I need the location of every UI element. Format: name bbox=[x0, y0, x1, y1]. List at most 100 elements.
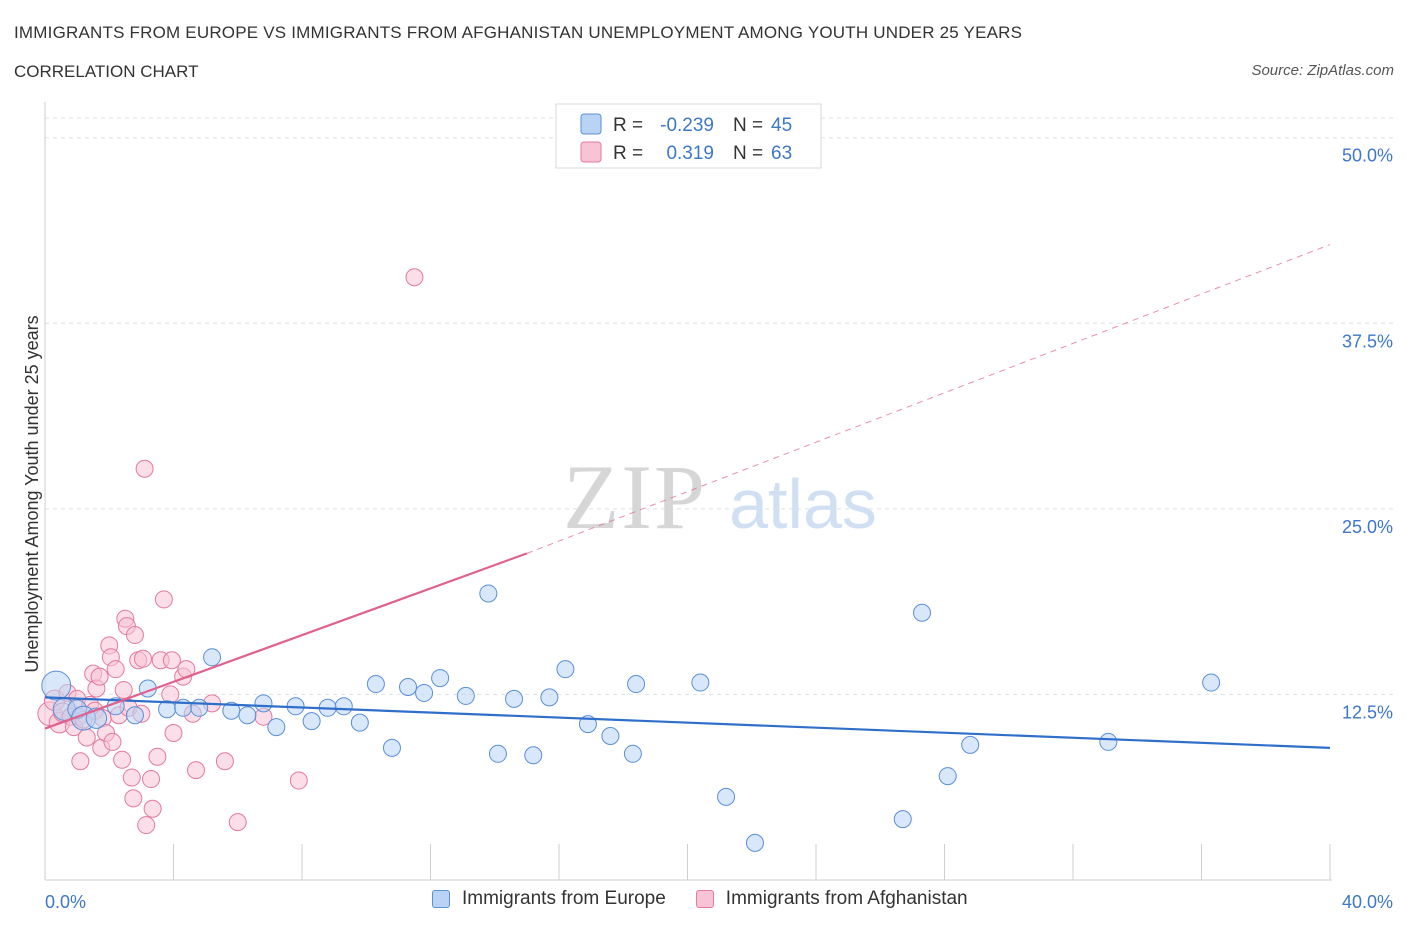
afghanistan-point[interactable] bbox=[133, 649, 152, 668]
legend-item-afghanistan[interactable]: Immigrants from Afghanistan bbox=[695, 888, 968, 910]
x-tick-label-1: 40.0% bbox=[1342, 892, 1393, 912]
stats-r-value-afghanistan: 0.319 bbox=[666, 143, 714, 164]
europe-point[interactable] bbox=[488, 744, 507, 763]
stats-swatch-afghanistan bbox=[580, 141, 602, 163]
y-axis-label: Unemployment Among Youth under 25 years bbox=[22, 315, 42, 672]
afghanistan-point[interactable] bbox=[142, 770, 161, 789]
europe-point[interactable] bbox=[691, 673, 710, 692]
afghanistan-trend-line bbox=[44, 552, 528, 730]
x-tick-label-0: 0.0% bbox=[45, 892, 86, 912]
y-tick-label-2: 37.5% bbox=[1342, 331, 1393, 351]
europe-point[interactable] bbox=[382, 738, 401, 757]
legend-item-europe[interactable]: Immigrants from Europe bbox=[432, 888, 666, 910]
afghanistan-point[interactable] bbox=[164, 724, 183, 743]
afghanistan-point[interactable] bbox=[228, 813, 247, 832]
stats-r-label-europe: R = bbox=[613, 115, 643, 136]
legend-swatch-afghanistan bbox=[695, 890, 714, 908]
europe-point[interactable] bbox=[350, 713, 369, 732]
stats-n-value-europe: 45 bbox=[771, 115, 792, 136]
source-credit: Source: ZipAtlas.com bbox=[1251, 62, 1394, 79]
europe-point[interactable] bbox=[399, 678, 418, 696]
europe-point[interactable] bbox=[745, 833, 764, 852]
europe-point[interactable] bbox=[334, 697, 353, 716]
europe-point[interactable] bbox=[302, 712, 321, 731]
legend-swatch-europe bbox=[432, 890, 450, 908]
europe-point[interactable] bbox=[366, 675, 385, 694]
afghanistan-point[interactable] bbox=[154, 590, 173, 609]
europe-point[interactable] bbox=[267, 718, 286, 737]
europe-point[interactable] bbox=[1202, 673, 1221, 692]
x-tick-labels: 0.0% 40.0% bbox=[45, 892, 1393, 912]
legend-label-afghanistan: Immigrants from Afghanistan bbox=[725, 888, 968, 909]
afghanistan-point[interactable] bbox=[405, 268, 424, 287]
afghanistan-point[interactable] bbox=[289, 771, 308, 790]
y-tick-labels: 12.5% 25.0% 37.5% 50.0% bbox=[1342, 146, 1393, 723]
europe-trend-line bbox=[44, 696, 1331, 749]
afghanistan-point[interactable] bbox=[135, 459, 154, 478]
afghanistan-point[interactable] bbox=[106, 660, 125, 679]
europe-point[interactable] bbox=[893, 810, 912, 829]
europe-point[interactable] bbox=[717, 787, 736, 806]
europe-point[interactable] bbox=[415, 683, 434, 702]
europe-point[interactable] bbox=[623, 744, 642, 763]
afghanistan-point[interactable] bbox=[114, 680, 133, 699]
afghanistan-points bbox=[37, 268, 424, 835]
watermark-zip: ZIP bbox=[563, 446, 707, 548]
afghanistan-point[interactable] bbox=[71, 752, 90, 771]
europe-point[interactable] bbox=[431, 669, 450, 688]
europe-point[interactable] bbox=[190, 698, 209, 717]
y-tick-label-3: 50.0% bbox=[1342, 146, 1393, 166]
afghanistan-point[interactable] bbox=[113, 750, 132, 769]
afghanistan-point[interactable] bbox=[161, 685, 180, 704]
watermark-atlas: atlas bbox=[729, 465, 877, 543]
europe-point[interactable] bbox=[913, 603, 932, 622]
europe-point[interactable] bbox=[556, 660, 575, 679]
europe-point[interactable] bbox=[41, 670, 72, 701]
europe-point[interactable] bbox=[203, 648, 222, 667]
afghanistan-point[interactable] bbox=[186, 761, 205, 780]
afghanistan-point[interactable] bbox=[162, 651, 181, 670]
europe-points bbox=[41, 584, 1221, 852]
stats-swatch-europe bbox=[580, 113, 602, 135]
afghanistan-point[interactable] bbox=[122, 768, 141, 787]
afghanistan-point[interactable] bbox=[137, 816, 156, 835]
stats-r-label-afghanistan: R = bbox=[613, 143, 643, 164]
afghanistan-point[interactable] bbox=[77, 728, 96, 747]
stats-n-label-europe: N = bbox=[733, 115, 763, 136]
europe-point[interactable] bbox=[938, 767, 957, 786]
afghanistan-point[interactable] bbox=[143, 799, 162, 818]
europe-point[interactable] bbox=[479, 584, 498, 603]
axes bbox=[44, 102, 1332, 881]
europe-point[interactable] bbox=[1099, 732, 1118, 751]
europe-point[interactable] bbox=[85, 707, 108, 729]
afghanistan-point[interactable] bbox=[215, 752, 234, 771]
europe-point[interactable] bbox=[601, 726, 620, 745]
stats-n-value-afghanistan: 63 bbox=[771, 143, 792, 164]
watermark: ZIP atlas bbox=[563, 446, 877, 548]
europe-point[interactable] bbox=[540, 688, 559, 707]
afghanistan-point[interactable] bbox=[125, 626, 144, 645]
trend-lines bbox=[44, 244, 1331, 749]
afghanistan-point[interactable] bbox=[103, 732, 122, 751]
stats-r-value-europe: -0.239 bbox=[660, 115, 714, 136]
europe-point[interactable] bbox=[961, 735, 980, 754]
afghanistan-point[interactable] bbox=[90, 667, 109, 686]
europe-point[interactable] bbox=[125, 706, 144, 725]
y-tick-label-1: 25.0% bbox=[1342, 517, 1393, 537]
y-tick-label-0: 12.5% bbox=[1342, 702, 1393, 722]
afghanistan-trend-extension bbox=[526, 244, 1331, 554]
series-legend: Immigrants from Europe Immigrants from A… bbox=[432, 888, 998, 910]
gridlines bbox=[45, 117, 1395, 695]
europe-point[interactable] bbox=[238, 706, 257, 725]
europe-point[interactable] bbox=[505, 689, 524, 708]
europe-point[interactable] bbox=[524, 746, 543, 765]
afghanistan-point[interactable] bbox=[148, 747, 167, 766]
europe-point[interactable] bbox=[254, 694, 273, 713]
chart-subtitle: CORRELATION CHART bbox=[14, 62, 199, 81]
europe-point[interactable] bbox=[627, 675, 646, 694]
afghanistan-point[interactable] bbox=[124, 789, 143, 808]
stats-legend: R = -0.239 N = 45 R = 0.319 N = 63 bbox=[555, 103, 822, 169]
legend-label-europe: Immigrants from Europe bbox=[462, 888, 666, 909]
europe-point[interactable] bbox=[456, 686, 475, 705]
